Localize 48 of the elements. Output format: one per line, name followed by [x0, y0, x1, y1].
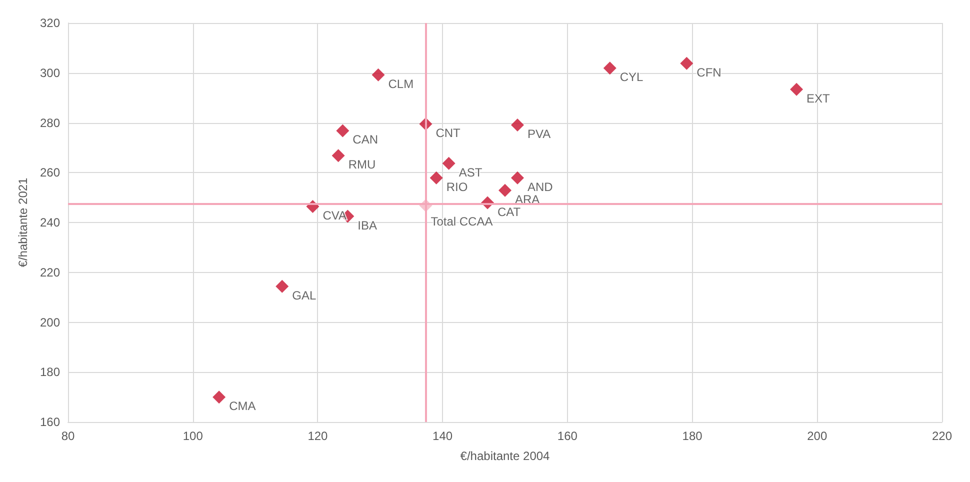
annotation: CMA [229, 399, 256, 414]
annotation: IBA [358, 218, 378, 232]
point [790, 82, 804, 96]
x-tick-label: 120 [308, 429, 328, 443]
x-tick-label: 100 [182, 429, 204, 443]
y-tick-label: 280 [40, 116, 60, 130]
y-tick-label: 180 [40, 365, 60, 380]
x-tick-label: 160 [557, 429, 578, 443]
annotation: RMU [348, 158, 376, 172]
y-tick-label: 320 [40, 16, 60, 30]
y-tick-label: 220 [40, 265, 60, 280]
x-tick-label: 80 [61, 429, 75, 443]
point [212, 390, 226, 404]
point [680, 56, 694, 70]
annotation: Total CCAA [430, 214, 493, 229]
x-tick-label: 140 [432, 429, 453, 443]
x-tick-label: 200 [807, 429, 828, 443]
annotation: CAN [352, 132, 378, 147]
point [603, 62, 616, 75]
y-tick-label: 200 [40, 315, 60, 330]
x-axis-title: €/habitante 2004 [460, 449, 550, 463]
annotation: RIO [446, 180, 468, 194]
annotation: PVA [527, 126, 551, 141]
point [498, 184, 512, 197]
point [276, 280, 289, 293]
annotation: CFN [696, 65, 722, 80]
point [510, 171, 524, 184]
point [510, 118, 524, 132]
annotation: CLM [388, 76, 414, 91]
y-tick-label: 260 [40, 166, 60, 180]
point [332, 149, 345, 162]
annotation: EXT [806, 91, 831, 106]
y-tick-label: 300 [40, 66, 60, 80]
annotation: CNT [436, 126, 462, 140]
y-tick-label: 160 [40, 415, 60, 429]
x-tick-label: 180 [682, 429, 703, 443]
annotation: AST [458, 165, 483, 180]
point [336, 124, 350, 138]
point [372, 68, 385, 82]
annotation: GAL [292, 288, 316, 302]
y-tick-label: 240 [40, 216, 60, 230]
annotation: CAT [498, 204, 522, 219]
annotation: CYL [620, 70, 644, 84]
annotation: AND [527, 180, 554, 194]
x-tick-label: 220 [932, 429, 952, 443]
y-axis-title: €/habitante 2021 [16, 177, 30, 268]
point [442, 156, 456, 170]
point [430, 171, 443, 184]
